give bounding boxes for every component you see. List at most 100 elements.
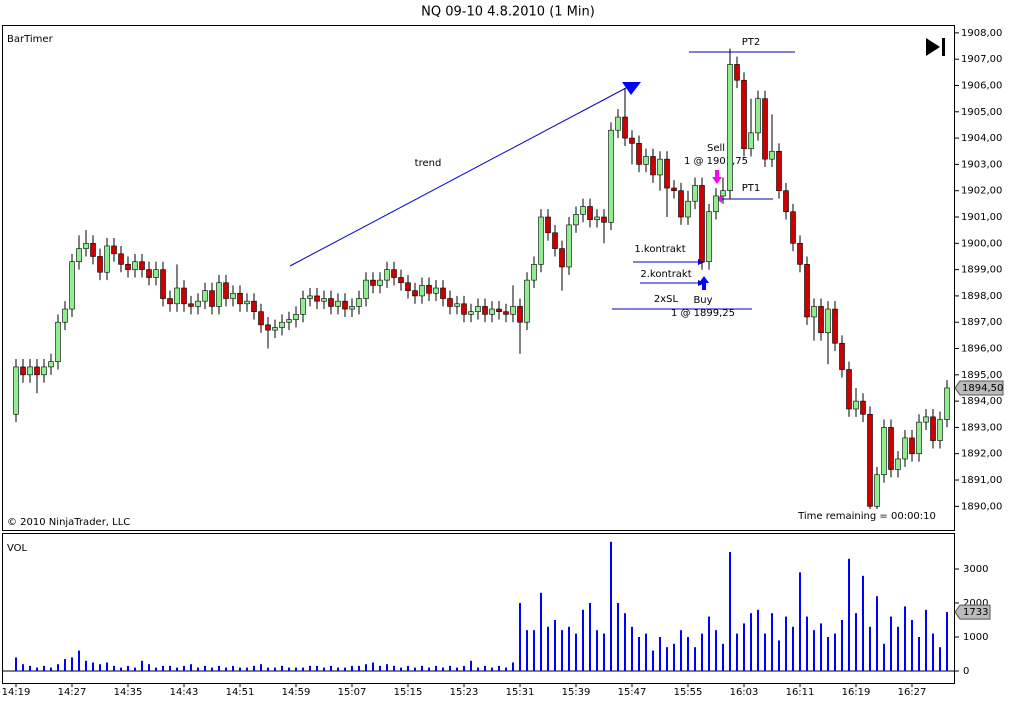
volume-bar — [778, 640, 780, 671]
volume-title: VOL — [7, 543, 28, 554]
candle-body — [27, 366, 33, 376]
annotation: 2xSL — [654, 294, 679, 305]
volume-bar — [379, 665, 381, 671]
annotation: PT1 — [742, 183, 761, 194]
volume-bar — [624, 613, 626, 671]
volume-bar — [99, 664, 101, 671]
play-icon — [942, 38, 945, 56]
candle-body — [272, 327, 278, 331]
volume-bar — [561, 630, 563, 671]
y-tick-label: 2000 — [963, 598, 988, 609]
candle-body — [622, 116, 628, 139]
candle-body — [370, 279, 376, 286]
candle-body — [433, 287, 439, 294]
candle-body — [552, 232, 558, 249]
candle-body — [867, 413, 873, 507]
x-tick-label: 15:31 — [506, 687, 535, 698]
volume-bar — [876, 596, 878, 671]
candle-body — [125, 264, 131, 270]
candle-body — [237, 292, 243, 305]
candle-body — [223, 282, 229, 299]
volume-bar — [330, 665, 332, 671]
volume-bar — [869, 626, 871, 671]
candle-body — [167, 298, 173, 305]
y-tick-label: 1890,00 — [961, 501, 1002, 512]
candle-body — [496, 308, 502, 312]
volume-bar — [785, 616, 787, 671]
candle-body — [503, 311, 509, 315]
volume-bar — [820, 623, 822, 671]
x-tick-label: 16:27 — [898, 687, 927, 698]
volume-bar — [414, 667, 416, 671]
volume-bar — [631, 626, 633, 671]
volume-bar — [106, 662, 108, 671]
candle-body — [601, 216, 607, 223]
volume-bar — [925, 609, 927, 671]
volume-bar — [197, 667, 199, 671]
volume-bar — [295, 667, 297, 671]
volume-bar — [393, 665, 395, 671]
y-tick-label: 1899,00 — [961, 265, 1002, 276]
candle-body — [300, 298, 306, 315]
volume-bar — [540, 592, 542, 671]
volume-bar — [589, 603, 591, 671]
volume-bar — [456, 667, 458, 671]
annotation: trend — [415, 158, 442, 169]
volume-bar — [575, 633, 577, 671]
volume-bar — [568, 626, 570, 671]
candle-body — [83, 243, 89, 249]
volume-bar — [372, 662, 374, 671]
y-tick-label: 1892,00 — [961, 449, 1002, 460]
y-tick-label: 1907,00 — [961, 54, 1002, 65]
candle-body — [510, 306, 516, 315]
volume-bar — [29, 665, 31, 671]
volume-bar — [526, 630, 528, 671]
volume-bar — [701, 633, 703, 671]
candle-body — [118, 253, 124, 265]
candle-body — [566, 224, 572, 268]
volume-bar — [218, 665, 220, 671]
volume-bar — [190, 664, 192, 671]
volume-bar — [477, 667, 479, 671]
volume-bar — [883, 643, 885, 671]
candle-body — [706, 211, 712, 263]
x-tick-label: 14:59 — [282, 687, 311, 698]
play-icon — [926, 38, 940, 56]
chart-title: NQ 09-10 4.8.2010 (1 Min) — [421, 5, 595, 20]
y-tick-label: 1893,00 — [961, 422, 1002, 433]
y-tick-label: 1895,00 — [961, 370, 1002, 381]
y-tick-label: 1896,00 — [961, 344, 1002, 355]
candle-body — [930, 416, 936, 441]
candle-body — [90, 243, 96, 257]
volume-bar — [344, 667, 346, 671]
candle-body — [391, 269, 397, 278]
volume-bar — [421, 665, 423, 671]
volume-bar — [43, 665, 45, 671]
candle-body — [685, 200, 691, 218]
candle-body — [230, 292, 236, 299]
x-tick-label: 16:11 — [786, 687, 815, 698]
trend-line — [289, 87, 627, 267]
x-tick-label: 15:23 — [450, 687, 479, 698]
candle-body — [146, 269, 152, 278]
volume-bar — [407, 665, 409, 671]
candle-body — [55, 321, 61, 362]
annotation: 2.kontrakt — [640, 269, 691, 280]
y-tick-label: 1898,00 — [961, 291, 1002, 302]
exit-arrow — [716, 195, 722, 203]
buy-arrow — [699, 276, 709, 290]
volume-bar — [946, 612, 948, 671]
y-tick-label: 1904,00 — [961, 133, 1002, 144]
volume-bar — [386, 664, 388, 671]
volume-bar — [337, 667, 339, 671]
candle-body — [741, 79, 747, 149]
candle-body — [251, 300, 257, 312]
annotation: Buy — [693, 295, 712, 306]
copyright: © 2010 NinjaTrader, LLC — [7, 517, 130, 528]
candle-body — [909, 437, 915, 455]
candle-body — [468, 311, 474, 315]
y-tick-label: 1901,00 — [961, 212, 1002, 223]
volume-bar — [15, 657, 17, 671]
candle-body — [62, 308, 68, 323]
candle-body — [398, 277, 404, 284]
